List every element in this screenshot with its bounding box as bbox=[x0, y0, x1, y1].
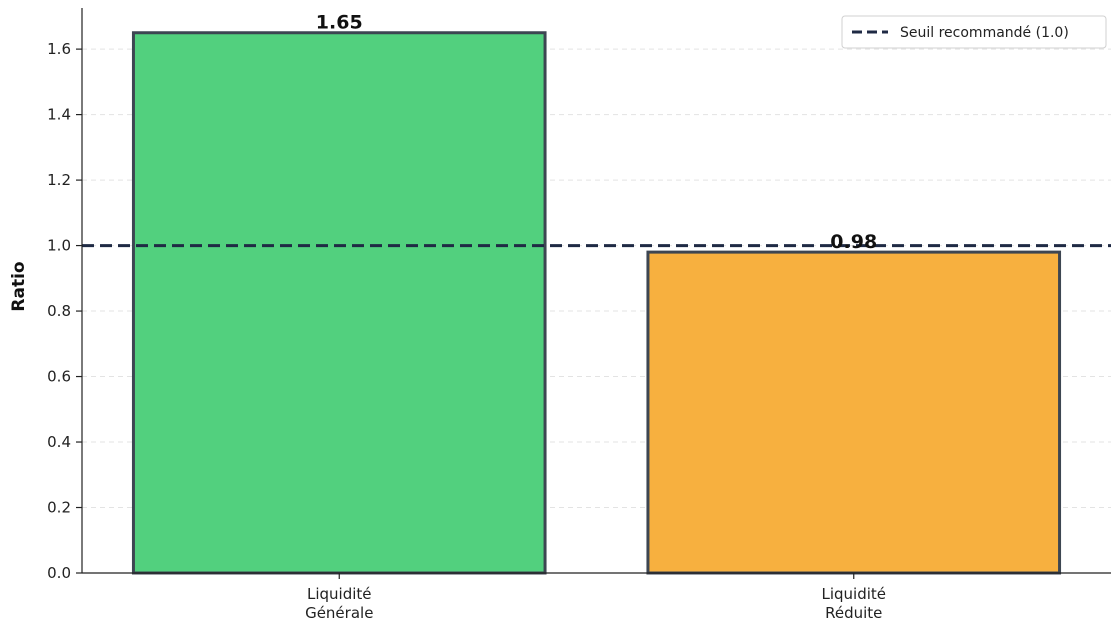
bar-value-label: 0.98 bbox=[830, 231, 877, 253]
y-tick-label: 1.0 bbox=[47, 237, 71, 255]
y-tick-label: 1.2 bbox=[47, 171, 71, 189]
bar-value-label: 1.65 bbox=[316, 12, 363, 34]
y-ticks: 0.0 0.2 0.4 0.6 0.8 1.0 1.2 1.4 1.6 bbox=[47, 40, 82, 582]
axes bbox=[81, 8, 1111, 574]
bar bbox=[131, 31, 547, 575]
y-tick-label: 0.4 bbox=[47, 433, 71, 451]
y-tick-label: 1.6 bbox=[47, 40, 71, 58]
x-tick-label: Générale bbox=[305, 604, 373, 622]
y-tick-label: 0.6 bbox=[47, 368, 71, 386]
x-tick-label: Liquidité bbox=[307, 585, 372, 603]
bar bbox=[646, 250, 1062, 575]
value-labels: 1.65 0.98 bbox=[316, 12, 877, 253]
y-tick-label: 0.8 bbox=[47, 302, 71, 320]
y-tick-label: 0.0 bbox=[47, 564, 71, 582]
y-tick-label: 1.4 bbox=[47, 106, 71, 124]
x-tick-label: Réduite bbox=[825, 604, 882, 622]
y-tick-label: 0.2 bbox=[47, 499, 71, 517]
legend-label: Seuil recommandé (1.0) bbox=[900, 25, 1069, 41]
y-axis-label: Ratio bbox=[9, 261, 29, 311]
legend: Seuil recommandé (1.0) bbox=[841, 15, 1107, 49]
legend-box bbox=[841, 15, 1107, 49]
bars bbox=[131, 31, 1062, 575]
x-tick-label: Liquidité bbox=[821, 585, 886, 603]
